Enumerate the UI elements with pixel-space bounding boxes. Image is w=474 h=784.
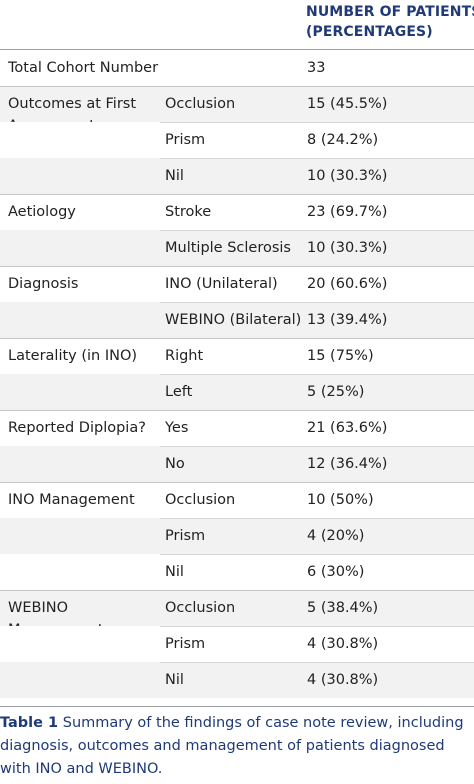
row-subcategory: Right: [165, 348, 204, 364]
row-value: 10 (30.3%): [307, 168, 388, 184]
column-header-patients: NUMBER OF PATIENTS (PERCENTAGES): [306, 2, 474, 42]
row-divider: [160, 554, 474, 555]
table-row: Left 5 (25%): [0, 374, 474, 410]
row-value: 10 (30.3%): [307, 240, 388, 256]
row-divider: [160, 662, 474, 663]
group-divider: [0, 410, 474, 411]
table-body: Total Cohort Number 33 Outcomes at FirstAs…: [0, 50, 474, 698]
table-row: INO Management Occlusion 10 (50%): [0, 482, 474, 518]
row-subcategory: Occlusion: [165, 600, 236, 616]
row-value: 4 (30.8%): [307, 636, 379, 652]
row-subcategory: INO (Unilateral): [165, 276, 278, 292]
table-row: No 12 (36.4%): [0, 446, 474, 482]
row-divider: [160, 626, 474, 627]
table-row: Nil 6 (30%): [0, 554, 474, 590]
table-row: Prism 8 (24.2%): [0, 122, 474, 158]
group-divider: [0, 86, 474, 87]
row-value: 10 (50%): [307, 492, 374, 508]
row-value: 21 (63.6%): [307, 420, 388, 436]
row-divider: [160, 302, 474, 303]
row-category-label-line: Laterality (in INO): [8, 348, 138, 364]
table-row: Total Cohort Number 33: [0, 50, 474, 86]
row-divider: [160, 374, 474, 375]
row-value: 5 (25%): [307, 384, 365, 400]
row-value: 13 (39.4%): [307, 312, 388, 328]
column-header-line-1: NUMBER OF PATIENTS: [306, 4, 474, 20]
row-category-label-line: Outcomes at First: [8, 96, 137, 112]
row-category-label: Diagnosis: [8, 266, 78, 302]
row-subcategory: Occlusion: [165, 96, 236, 112]
row-value: 4 (20%): [307, 528, 365, 544]
table-row: Nil 10 (30.3%): [0, 158, 474, 194]
row-category-label: Reported Diplopia?: [8, 410, 146, 446]
row-subcategory: Stroke: [165, 204, 212, 220]
table-row: Diagnosis INO (Unilateral) 20 (60.6%): [0, 266, 474, 302]
row-value: 15 (45.5%): [307, 96, 388, 112]
row-subcategory: Nil: [165, 672, 184, 688]
row-category-label: Aetiology: [8, 194, 76, 230]
row-divider: [160, 158, 474, 159]
table-bottom-rule: [0, 706, 474, 707]
row-value: 33: [307, 60, 326, 76]
row-divider: [160, 446, 474, 447]
table-row: Laterality (in INO) Right 15 (75%): [0, 338, 474, 374]
row-divider: [160, 122, 474, 123]
row-value: 20 (60.6%): [307, 276, 388, 292]
row-divider: [160, 518, 474, 519]
group-divider: [0, 482, 474, 483]
row-subcategory: Multiple Sclerosis: [165, 240, 291, 256]
table-row: WEBINO (Bilateral) 13 (39.4%): [0, 302, 474, 338]
table-row: Aetiology Stroke 23 (69.7%): [0, 194, 474, 230]
row-subcategory: Left: [165, 384, 193, 400]
row-subcategory: Nil: [165, 564, 184, 580]
table-row: Nil 4 (30.8%): [0, 662, 474, 698]
group-divider: [0, 266, 474, 267]
caption-text: Summary of the findings of case note rev…: [0, 715, 464, 777]
row-value: 6 (30%): [307, 564, 365, 580]
group-divider: [0, 338, 474, 339]
table-row: Prism 4 (20%): [0, 518, 474, 554]
table-row: Reported Diplopia? Yes 21 (63.6%): [0, 410, 474, 446]
row-subcategory: Yes: [165, 420, 189, 436]
row-subcategory: Occlusion: [165, 492, 236, 508]
row-subcategory: Nil: [165, 168, 184, 184]
row-subcategory: No: [165, 456, 185, 472]
row-category-label: INO Management: [8, 482, 135, 518]
row-value: 23 (69.7%): [307, 204, 388, 220]
row-value: 12 (36.4%): [307, 456, 388, 472]
row-category-label: Total Cohort Number: [8, 50, 158, 86]
table-row: Outcomes at FirstAssessmentOcclusion15 (…: [0, 86, 474, 134]
row-category-label-line: WEBINO: [8, 600, 68, 616]
row-value: 15 (75%): [307, 348, 374, 364]
table-row: Multiple Sclerosis 10 (30.3%): [0, 230, 474, 266]
group-divider: [0, 590, 474, 591]
row-category-label-line: Diagnosis: [8, 276, 79, 292]
table-header: NUMBER OF PATIENTS (PERCENTAGES): [0, 0, 474, 50]
row-value: 5 (38.4%): [307, 600, 379, 616]
row-category-label-line: Aetiology: [8, 204, 76, 220]
row-subcategory: Prism: [165, 132, 206, 148]
table-caption: Table 1 Summary of the findings of case …: [0, 712, 474, 781]
column-header-line-2: (PERCENTAGES): [306, 24, 433, 40]
row-value: 8 (24.2%): [307, 132, 379, 148]
row-subcategory: Prism: [165, 528, 206, 544]
header-rule: [0, 49, 474, 50]
row-category-label-line: Reported Diplopia?: [8, 420, 146, 436]
table-row: Prism 4 (30.8%): [0, 626, 474, 662]
row-value: 4 (30.8%): [307, 672, 379, 688]
row-subcategory: Prism: [165, 636, 206, 652]
table-row: WEBINOManagementOcclusion5 (38.4%): [0, 590, 474, 638]
row-subcategory: WEBINO (Bilateral): [165, 312, 302, 328]
row-divider: [160, 230, 474, 231]
caption-label: Table 1: [0, 715, 59, 731]
row-category-label: Laterality (in INO): [8, 338, 137, 374]
row-category-label-line: INO Management: [8, 492, 135, 508]
group-divider: [0, 194, 474, 195]
row-category-label-line: Total Cohort Number: [8, 60, 159, 76]
